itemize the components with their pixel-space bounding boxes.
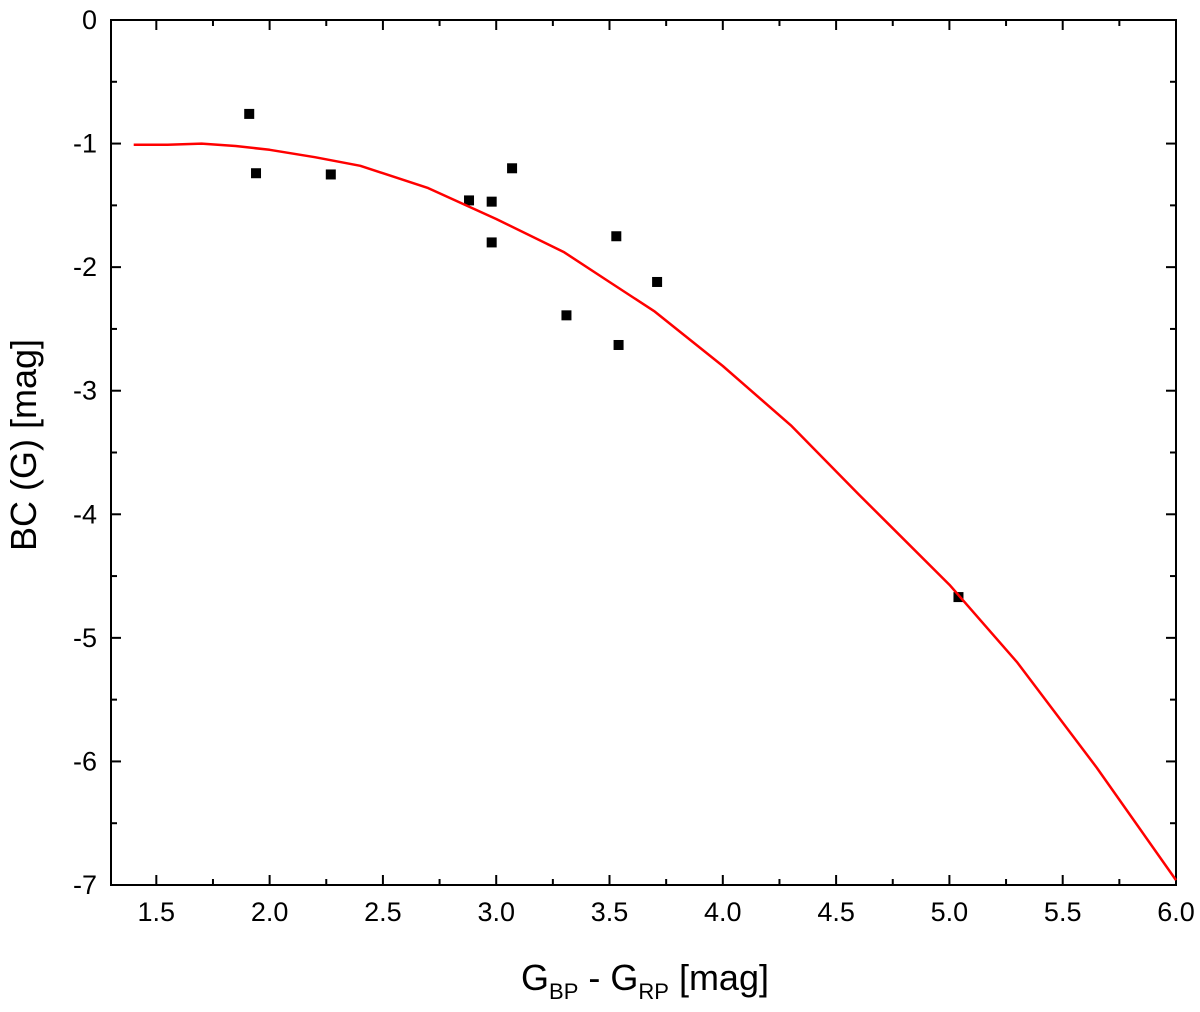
y-tick-label-3: -3 (73, 376, 97, 406)
x-tick-label-2: 2.5 (364, 897, 402, 927)
data-point-10 (652, 276, 663, 287)
series (133, 108, 1178, 881)
x-tick-label-8: 5.5 (1044, 897, 1082, 927)
data-point-8 (611, 231, 622, 242)
x-axis-title: GBP - GRP [mag] (521, 957, 769, 1004)
y-axis-title: BC (G) [mag] (3, 339, 44, 551)
data-point-4 (486, 196, 497, 207)
y-tick-label-1: -1 (73, 129, 97, 159)
x-tick-label-5: 4.0 (704, 897, 742, 927)
x-tick-label-4: 3.5 (591, 897, 629, 927)
data-point-3 (464, 195, 475, 206)
fit-curve-line (133, 142, 1178, 881)
data-point-7 (561, 310, 572, 321)
x-tick-label-3: 3.0 (477, 897, 515, 927)
y-tick-label-5: -5 (73, 623, 97, 653)
y-tick-label-7: -7 (73, 870, 97, 900)
y-tick-label-6: -6 (73, 746, 97, 776)
x-tick-label-0: 1.5 (138, 897, 176, 927)
x-tick-label-1: 2.0 (251, 897, 289, 927)
data-point-1 (251, 168, 262, 179)
data-point-6 (507, 163, 518, 174)
data-point-0 (244, 108, 255, 119)
y-tick-label-4: -4 (73, 499, 97, 529)
x-tick-label-7: 5.0 (931, 897, 969, 927)
data-point-9 (613, 339, 624, 350)
data-point-2 (325, 169, 336, 180)
ticks: 1.5 2.0 2.5 3.0 3.5 4.0 4.5 5.0 5.5 6.0 0 -1 -2 -3 -4 -… (73, 5, 1195, 927)
data-point-5 (486, 237, 497, 248)
x-tick-label-6: 4.5 (817, 897, 855, 927)
y-tick-label-0: 0 (82, 5, 97, 35)
y-tick-label-2: -2 (73, 252, 97, 282)
data-point-11 (953, 592, 964, 603)
x-tick-label-9: 6.0 (1157, 897, 1195, 927)
